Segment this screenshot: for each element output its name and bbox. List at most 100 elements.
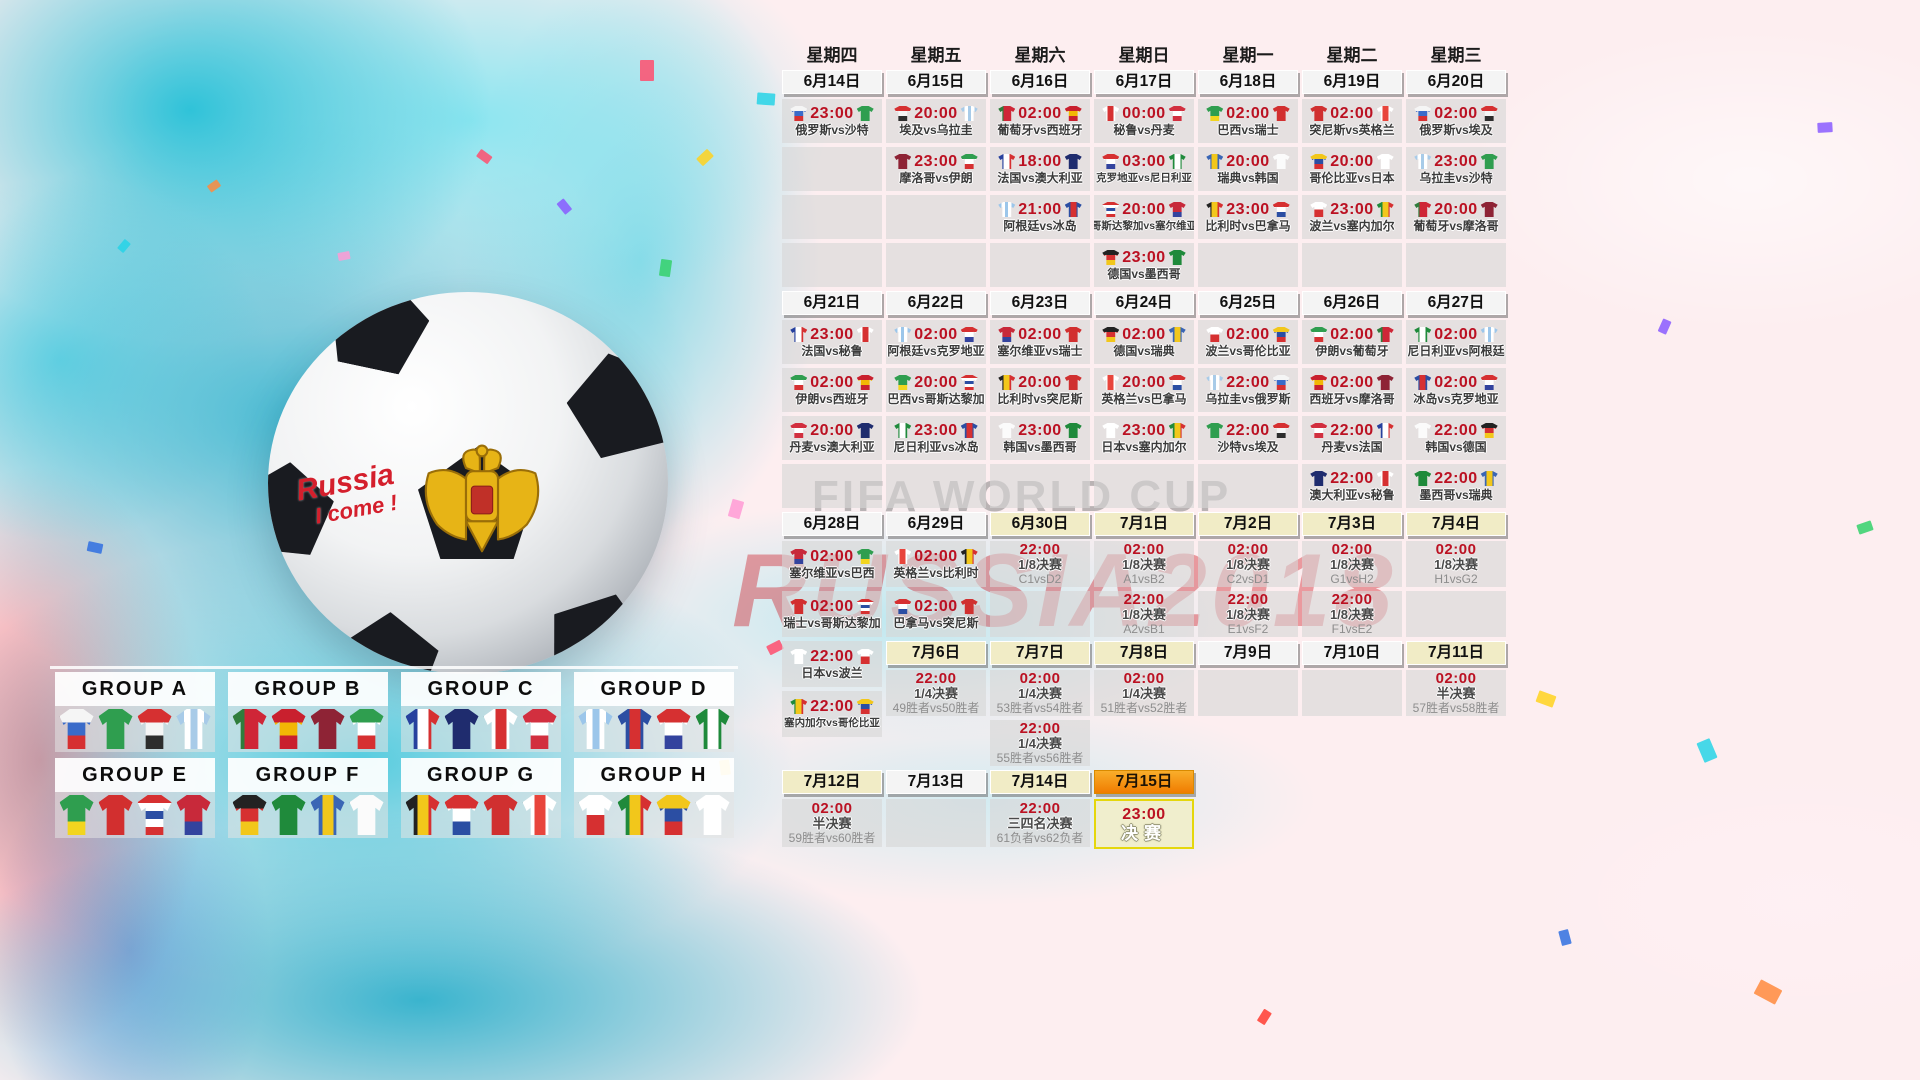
calendar-column: 7月12日 02:00 半决赛 59胜者vs60胜者	[782, 770, 882, 851]
match-time: 02:00	[1123, 541, 1165, 558]
away-jersey-icon	[856, 699, 874, 714]
group-title: GROUP C	[401, 672, 561, 706]
match-time: 02:00	[1435, 541, 1477, 558]
date-header: 6月19日	[1302, 70, 1402, 94]
empty-cell	[1406, 591, 1506, 637]
pairing-label: H1vsG2	[1434, 572, 1478, 586]
date-header: 6月17日	[1094, 70, 1194, 94]
match-top-row: 22:00	[1206, 422, 1290, 440]
match-time: 02:00	[914, 547, 958, 565]
empty-cell	[782, 195, 882, 239]
date-header: 7月14日	[990, 770, 1090, 794]
groups-divider	[50, 666, 738, 669]
empty-cell	[782, 243, 882, 287]
match-top-row: 03:00	[1102, 153, 1186, 171]
match-time: 02:00	[1330, 104, 1374, 122]
match-top-row: 22:00	[790, 698, 874, 716]
match-teams: 丹麦vs澳大利亚	[789, 439, 875, 454]
team-jersey-icon	[522, 795, 557, 835]
away-jersey-icon	[1480, 327, 1498, 342]
match-cell: 22:00 塞内加尔vs哥伦比亚	[782, 691, 882, 737]
group-jerseys	[55, 792, 215, 838]
away-jersey-icon	[856, 599, 874, 614]
date-header: 6月28日	[782, 512, 882, 536]
away-jersey-icon	[1376, 471, 1394, 486]
away-jersey-icon	[1064, 327, 1082, 342]
date-header: 7月15日	[1094, 770, 1194, 794]
calendar: 星期四 6月14日 23:00 俄罗斯vs沙特 星期五 6月15日 20:00 埃及vs乌拉圭…	[782, 44, 1510, 853]
match-top-row: 23:00	[1206, 201, 1290, 219]
match-time: 23:00	[1018, 421, 1062, 439]
calendar-column: 6月23日 02:00 塞尔维亚vs瑞士 20:00 比利时vs突尼斯 23:00 韩国vs…	[990, 291, 1090, 512]
match-cell: 03:00 克罗地亚vs尼日利亚	[1094, 147, 1194, 191]
match-time: 02:00	[1434, 104, 1478, 122]
date-header: 7月9日	[1198, 641, 1298, 665]
date-header: 7月7日	[990, 641, 1090, 665]
home-jersey-icon	[1102, 202, 1120, 217]
match-teams: 秘鲁vs丹麦	[1113, 122, 1175, 137]
match-time: 22:00	[1019, 720, 1061, 737]
home-jersey-icon	[894, 599, 912, 614]
ball-pentagon	[557, 341, 668, 463]
match-teams: 波兰vs哥伦比亚	[1205, 343, 1291, 358]
confetti-piece	[756, 92, 776, 106]
match-time: 20:00	[1434, 200, 1478, 218]
match-cell: 02:00 伊朗vs西班牙	[782, 368, 882, 412]
weekday-label: 星期四	[806, 46, 858, 65]
calendar-section: 星期四 6月14日 23:00 俄罗斯vs沙特 星期五 6月15日 20:00 埃及vs乌拉圭…	[782, 44, 1510, 291]
home-jersey-icon	[790, 649, 808, 664]
match-time: 23:00	[1434, 152, 1478, 170]
date-header: 6月15日	[886, 70, 986, 94]
match-cell: 02:00 塞尔维亚vs巴西	[782, 541, 882, 587]
away-jersey-icon	[960, 549, 978, 564]
team-jersey-icon	[232, 709, 267, 749]
match-top-row: 22:00	[1310, 470, 1394, 488]
match-top-row: 20:00	[1102, 374, 1186, 392]
match-cell: 02:00 西班牙vs摩洛哥	[1302, 368, 1402, 412]
date-header: 6月27日	[1406, 291, 1506, 315]
match-teams: 摩洛哥vs伊朗	[899, 170, 973, 185]
home-jersey-icon	[1414, 327, 1432, 342]
team-jersey-icon	[271, 795, 306, 835]
match-teams: 沙特vs埃及	[1217, 439, 1279, 454]
pairing-label: 59胜者vs60胜者	[788, 831, 876, 845]
calendar-column: 6月22日 02:00 阿根廷vs克罗地亚 20:00 巴西vs哥斯达黎加 23:00 尼日…	[886, 291, 986, 512]
team-jersey-icon	[695, 795, 730, 835]
final-match-cell: 23:00 决赛	[1094, 799, 1194, 849]
calendar-column: 7月8日 02:00 1/4决赛 51胜者vs52胜者	[1094, 641, 1194, 720]
confetti-piece	[337, 250, 351, 262]
match-top-row: 02:00	[998, 105, 1082, 123]
pairing-label: C1vsD2	[1018, 572, 1062, 586]
calendar-column: 7月3日 02:00 1/8决赛 G1vsH2 22:00 1/8决赛 F1vsE2	[1302, 512, 1402, 641]
match-time: 20:00	[1018, 373, 1062, 391]
soccer-ball: Russia I come !	[268, 292, 668, 674]
match-top-row: 20:00	[1102, 201, 1186, 219]
match-time: 22:00	[1331, 591, 1373, 608]
date-header: 6月22日	[886, 291, 986, 315]
match-top-row: 23:00	[894, 153, 978, 171]
team-jersey-icon	[444, 709, 479, 749]
away-jersey-icon	[1376, 106, 1394, 121]
match-time: 02:00	[1330, 373, 1374, 391]
match-teams: 墨西哥vs瑞典	[1419, 487, 1493, 502]
calendar-column: 星期四 6月14日 23:00 俄罗斯vs沙特	[782, 44, 882, 291]
group-title: GROUP E	[55, 758, 215, 792]
away-jersey-icon	[1272, 154, 1290, 169]
match-time: 23:00	[914, 421, 958, 439]
home-jersey-icon	[1414, 202, 1432, 217]
ball-pentagon	[535, 578, 666, 674]
match-cell: 23:00 尼日利亚vs冰岛	[886, 416, 986, 460]
home-jersey-icon	[1102, 106, 1120, 121]
group-title: GROUP A	[55, 672, 215, 706]
match-cell: 02:00 伊朗vs葡萄牙	[1302, 320, 1402, 364]
away-jersey-icon	[856, 375, 874, 390]
group-box-h: GROUP H	[574, 758, 734, 838]
match-teams: 俄罗斯vs沙特	[795, 122, 869, 137]
confetti-piece	[1696, 738, 1718, 763]
group-jerseys	[401, 792, 561, 838]
team-jersey-icon	[617, 795, 652, 835]
away-jersey-icon	[960, 375, 978, 390]
match-teams: 法国vs秘鲁	[801, 343, 863, 358]
match-time: 23:00	[1122, 421, 1166, 439]
away-jersey-icon	[1480, 471, 1498, 486]
